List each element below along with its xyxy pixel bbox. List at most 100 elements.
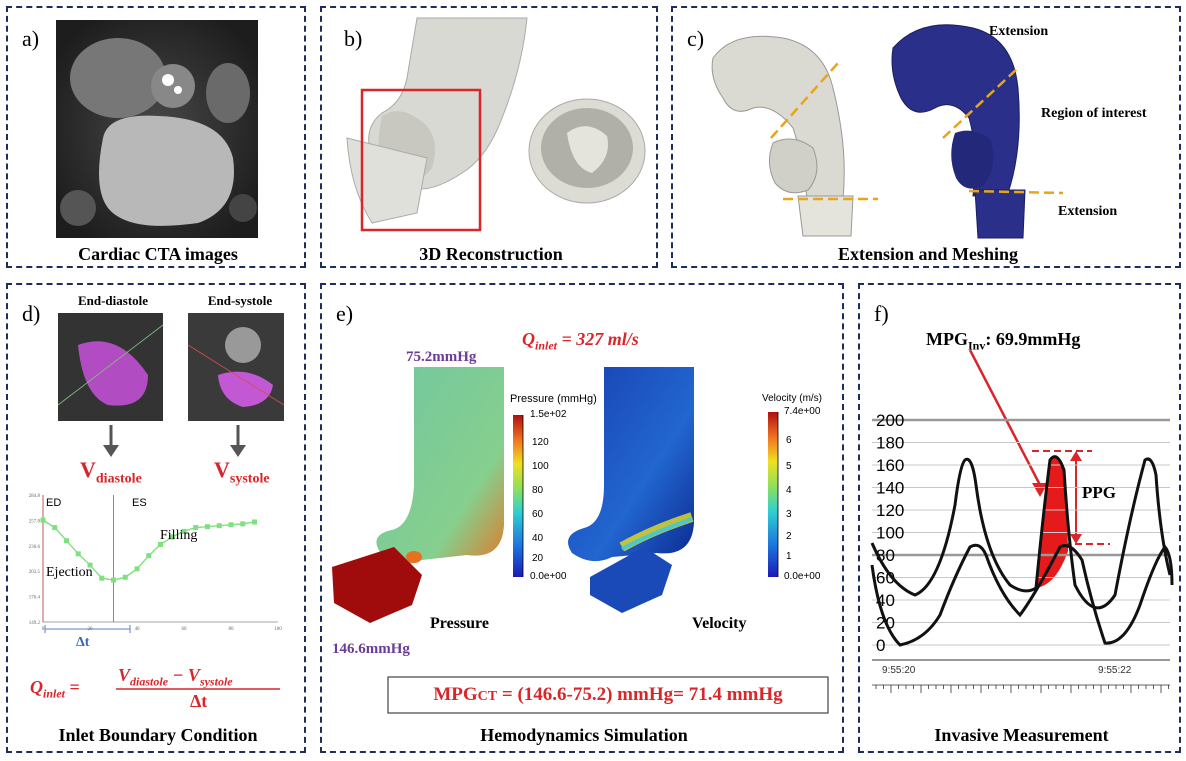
- velocity-bar-tick: 2: [786, 531, 792, 542]
- volume-point: [64, 538, 69, 544]
- ppg-label: PPG: [1082, 483, 1116, 502]
- pressure-bar-tick: 120: [532, 437, 549, 448]
- ext-bottom-label: Extension: [1058, 204, 1118, 219]
- pressure-top-label: 75.2mmHg: [406, 349, 477, 365]
- volume-point: [169, 534, 175, 540]
- graph-ed-label: ED: [46, 497, 62, 509]
- pressure-bar-tick: 80: [532, 485, 544, 496]
- pressure-bar-max: 1.5e+02: [530, 409, 567, 420]
- end-diastole-label: End-diastole: [77, 293, 149, 308]
- simulation-graphics: [332, 367, 829, 714]
- graph-x-tick: 40: [135, 627, 141, 632]
- panel-a: a) Cardiac CTA images: [6, 6, 306, 268]
- graph-x-tick: 80: [229, 627, 235, 632]
- panel-c-caption: Extension and Meshing: [837, 244, 1019, 264]
- pressure-bar-min: 0.0e+00: [530, 571, 567, 582]
- panel-d-label: d): [22, 301, 41, 326]
- graph-x-tick: 0: [42, 627, 45, 632]
- q-inlet: Qinlet = 327 ml/s: [522, 329, 639, 353]
- velocity-bar-tick: 5: [786, 461, 792, 472]
- velocity-bar-tick: 4: [786, 485, 792, 496]
- mpg-arrow-line: [968, 349, 1042, 486]
- graph-ejection-label: Ejection: [46, 565, 93, 580]
- panel-e-label: e): [336, 301, 354, 326]
- volume-point: [99, 575, 105, 581]
- panel-b: b) 3D Reconstruction: [320, 6, 658, 268]
- graph-y-tick: 230.6: [29, 545, 41, 550]
- graph-y-tick: 176.4: [29, 596, 41, 601]
- mpg-arrow-head: [1032, 483, 1048, 497]
- formula-denominator: Δt: [190, 691, 208, 711]
- velocity-bar-tick: 1: [786, 551, 792, 562]
- volume-point: [193, 525, 199, 531]
- trace-y-tick: 120: [876, 501, 904, 520]
- velocity-bar-min: 0.0e+00: [784, 571, 821, 582]
- graph-y-tick: 203.5: [29, 570, 41, 575]
- mesh-models: [711, 24, 1064, 239]
- volume-point: [87, 562, 93, 568]
- pressure-bar-tick: 60: [532, 509, 544, 520]
- trace-time-label: 9:55:20: [882, 665, 916, 676]
- graph-es-label: ES: [132, 497, 147, 509]
- graph-x-tick: 60: [182, 627, 188, 632]
- trace-y-tick: 100: [876, 524, 904, 543]
- volume-point: [181, 528, 187, 534]
- trace-line-ventricular: [870, 543, 1174, 647]
- panel-b-caption: 3D Reconstruction: [419, 244, 563, 264]
- trace-time-label: 9:55:22: [1098, 665, 1132, 676]
- graph-x-tick: 100: [274, 627, 282, 632]
- panel-b-label: b): [344, 26, 363, 51]
- trace-y-tick: 160: [876, 456, 904, 475]
- v-diastole: Vdiastole: [80, 457, 142, 487]
- pressure-bar-tick: 20: [532, 553, 544, 564]
- formula-lhs: Qinlet =: [30, 677, 80, 701]
- trace-y-tick: 140: [876, 479, 904, 498]
- reconstruction-model: [346, 17, 646, 232]
- mpg-ct: MPGCT = (146.6-75.2) mmHg= 71.4 mmHg: [433, 684, 783, 705]
- volume-point: [111, 577, 116, 583]
- roi-label: Region of interest: [1041, 106, 1147, 121]
- volume-graph: 284.8257.8230.6203.5176.4149.20204060801…: [29, 494, 283, 632]
- inlet-graphics: 284.8257.8230.6203.5176.4149.20204060801…: [29, 313, 285, 690]
- volume-point: [52, 525, 58, 531]
- panel-c-label: c): [687, 26, 705, 51]
- trace-y-tick: 0: [876, 636, 885, 655]
- volume-point: [158, 541, 163, 547]
- volume-point: [146, 553, 152, 559]
- pressure-bottom-label: 146.6mmHg: [332, 641, 410, 657]
- panel-a-caption: Cardiac CTA images: [78, 244, 238, 264]
- panel-f-caption: Invasive Measurement: [934, 725, 1109, 745]
- panel-f-label: f): [874, 301, 889, 326]
- inlet-formula: Qinlet = Vdiastole − Vsystole Δt: [30, 665, 300, 715]
- panel-a-label: a): [22, 26, 40, 51]
- v-systole: Vsystole: [214, 457, 270, 487]
- panel-e: e) Qinlet = 327 ml/s 75.2mmHg: [320, 283, 844, 753]
- pressure-bar-title: Pressure (mmHg): [510, 393, 597, 405]
- graph-filling-label: Filling: [160, 528, 198, 543]
- volume-point: [134, 566, 140, 572]
- volume-point: [40, 517, 46, 523]
- velocity-bar-tick: 3: [786, 509, 792, 520]
- volume-point: [122, 574, 128, 580]
- panel-c: c) Extension Region of interest Extensio…: [671, 6, 1181, 268]
- mpg-inv: MPGInv: 69.9mmHg: [926, 329, 1081, 353]
- panel-f: f) MPGInv: 69.9mmHg 200 180 160 140 120 100 80…: [858, 283, 1181, 753]
- velocity-bar-tick: 6: [786, 435, 792, 446]
- volume-point: [228, 522, 234, 528]
- velocity-bar-title: Velocity (m/s): [762, 393, 823, 404]
- graph-y-tick: 149.2: [29, 621, 41, 626]
- volume-point: [240, 521, 246, 527]
- panel-d-caption: Inlet Boundary Condition: [58, 725, 258, 745]
- panel-e-caption: Hemodynamics Simulation: [480, 725, 688, 745]
- volume-point: [216, 523, 222, 529]
- trace-y-tick: 200: [876, 411, 904, 430]
- pressure-bar-tick: 40: [532, 533, 544, 544]
- graph-dt-label: Δt: [76, 635, 90, 650]
- trace-y-tick: 180: [876, 434, 904, 453]
- trace-line-aortic: [870, 455, 1172, 610]
- pressure-bar-tick: 100: [532, 461, 549, 472]
- end-systole-label: End-systole: [207, 293, 273, 308]
- velocity-bar-max: 7.4e+00: [784, 406, 821, 417]
- pressure-label: Pressure: [430, 615, 489, 632]
